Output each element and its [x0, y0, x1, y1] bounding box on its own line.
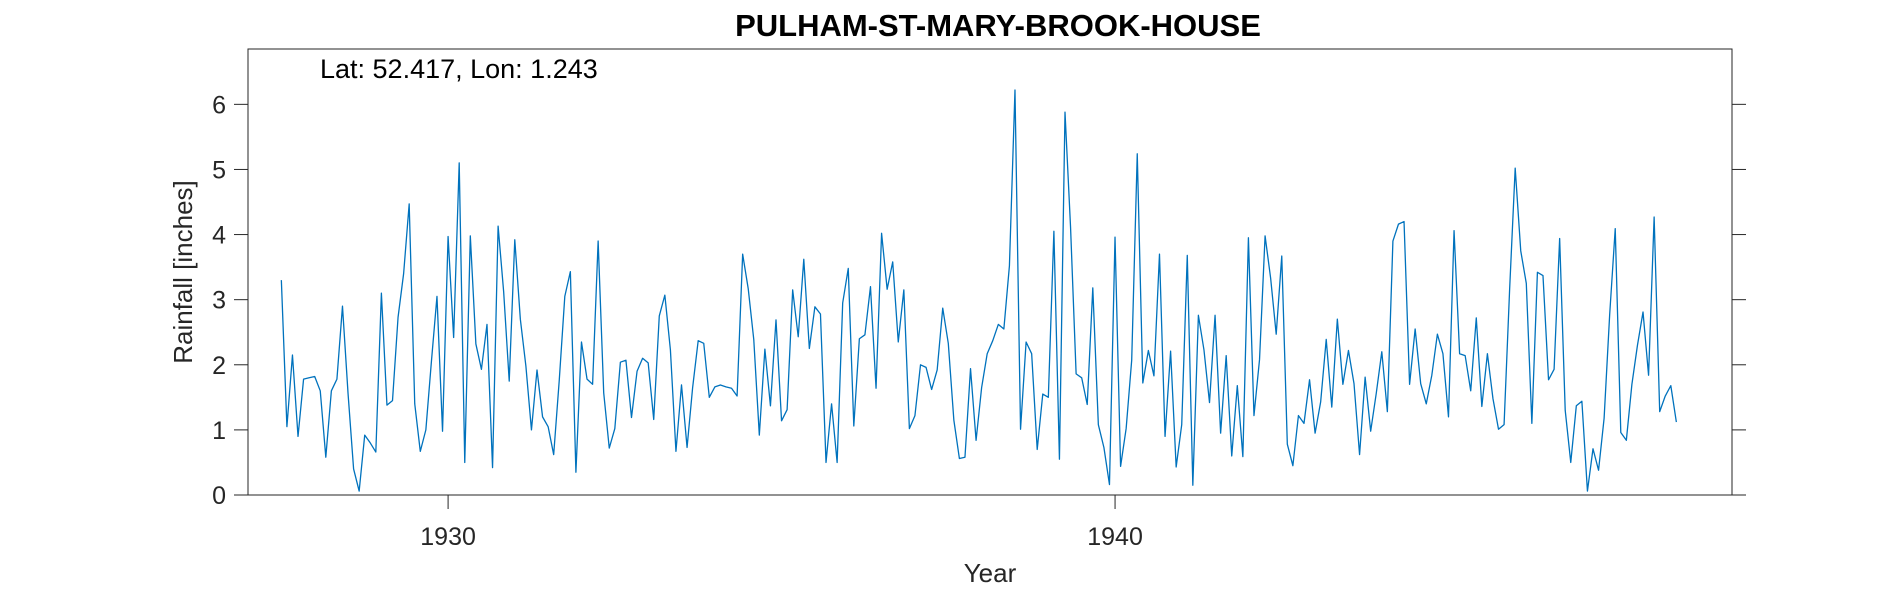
plot-area [247, 48, 1733, 496]
y-axis-label: Rainfall [inches] [168, 180, 198, 364]
y-tick-label: 6 [212, 91, 226, 119]
axis-ticks [234, 103, 1746, 509]
location-annotation: Lat: 52.417, Lon: 1.243 [320, 54, 598, 84]
x-tick-label: 1940 [1087, 523, 1143, 551]
y-tick-label: 0 [212, 482, 226, 510]
x-axis-label: Year [964, 558, 1017, 588]
y-tick-label: 5 [212, 156, 226, 184]
y-tick-label: 3 [212, 287, 226, 315]
y-tick-label: 1 [212, 417, 226, 445]
tick-labels: 0 1 2 3 4 5 6 1930 1940 [212, 91, 1143, 551]
series-line [280, 89, 1678, 492]
y-tick-label: 2 [212, 352, 226, 380]
y-tick-label: 4 [212, 222, 226, 250]
chart-title: PULHAM-ST-MARY-BROOK-HOUSE [735, 8, 1261, 43]
x-tick-label: 1930 [420, 523, 476, 551]
